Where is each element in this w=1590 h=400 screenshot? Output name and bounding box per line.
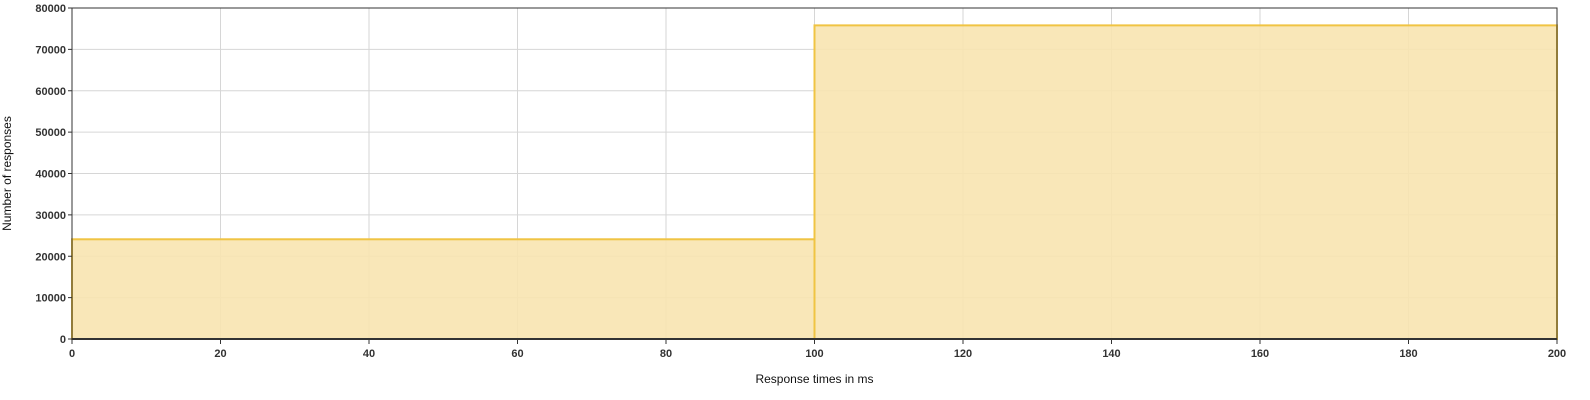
y-tick-label: 50000 xyxy=(35,127,66,139)
y-tick-label: 20000 xyxy=(35,251,66,263)
y-tick-label: 10000 xyxy=(35,293,66,305)
x-tick-label: 140 xyxy=(1102,348,1120,360)
histogram-bar-2[interactable] xyxy=(813,24,1558,340)
x-tick-label: 80 xyxy=(660,348,672,360)
x-tick-label: 40 xyxy=(363,348,375,360)
x-axis-title: Response times in ms xyxy=(755,372,873,386)
y-tick-label: 80000 xyxy=(35,3,66,15)
x-tick-label: 60 xyxy=(511,348,523,360)
x-tick-labels: 0 20 40 60 80 100 120 140 160 180 200 xyxy=(69,348,1566,360)
y-tick-labels: 0 10000 20000 30000 40000 50000 60000 70000 8000… xyxy=(35,3,66,346)
x-tick-label: 160 xyxy=(1251,348,1269,360)
x-tick-label: 20 xyxy=(214,348,226,360)
y-tick-label: 0 xyxy=(60,334,66,346)
y-tick-label: 70000 xyxy=(35,44,66,56)
y-tick-label: 40000 xyxy=(35,169,66,181)
x-tick-label: 0 xyxy=(69,348,75,360)
y-axis-title: Number of responses xyxy=(0,116,14,231)
x-tick-label: 120 xyxy=(954,348,972,360)
x-tick-label: 200 xyxy=(1548,348,1566,360)
histogram-bar-1[interactable] xyxy=(71,238,816,341)
y-tick-label: 60000 xyxy=(35,86,66,98)
x-tick-label: 180 xyxy=(1399,348,1417,360)
y-tick-label: 30000 xyxy=(35,210,66,222)
bars xyxy=(71,24,1558,341)
axes xyxy=(68,7,1558,344)
x-tick-label: 100 xyxy=(805,348,823,360)
